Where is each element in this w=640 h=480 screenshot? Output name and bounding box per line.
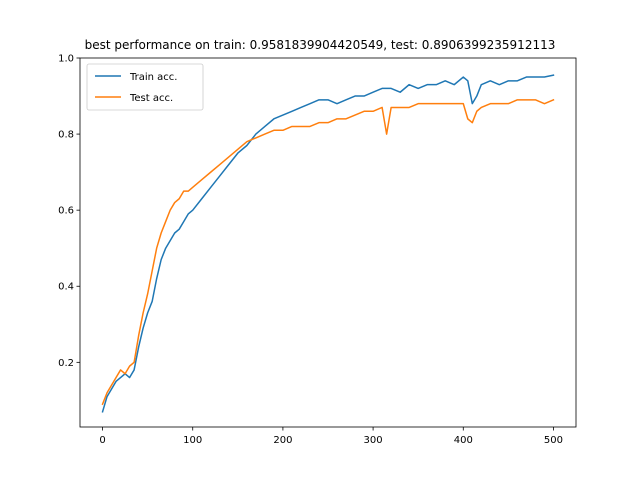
series-layer — [101, 74, 555, 413]
legend-label-train: Train acc. — [129, 72, 177, 83]
chart-title: best performance on train: 0.95818399044… — [85, 38, 556, 52]
x-tick-label: 0 — [99, 435, 105, 446]
x-tick-label: 300 — [364, 435, 383, 446]
legend-label-test: Test acc. — [129, 93, 173, 104]
y-tick-label: 0.8 — [58, 130, 74, 141]
y-tick-label: 1.0 — [58, 54, 74, 65]
y-tick-label: 0.6 — [58, 206, 74, 217]
y-tick-label: 0.4 — [58, 282, 74, 293]
plot-background — [80, 58, 576, 427]
series-line-train — [101, 74, 555, 413]
x-tick-label: 400 — [454, 435, 473, 446]
y-tick-label: 0.2 — [58, 358, 74, 369]
axes-layer: 0 100 200 300 400 500 0.2 0.4 0.6 0.8 1.0 — [58, 54, 577, 446]
series-line-test — [101, 98, 555, 406]
x-tick-label: 100 — [183, 435, 202, 446]
plot-area — [80, 58, 576, 427]
axes-frame — [79, 57, 577, 428]
x-tick-label: 500 — [544, 435, 563, 446]
legend: Train acc. Test acc. — [86, 63, 204, 111]
x-tick-label: 200 — [273, 435, 292, 446]
